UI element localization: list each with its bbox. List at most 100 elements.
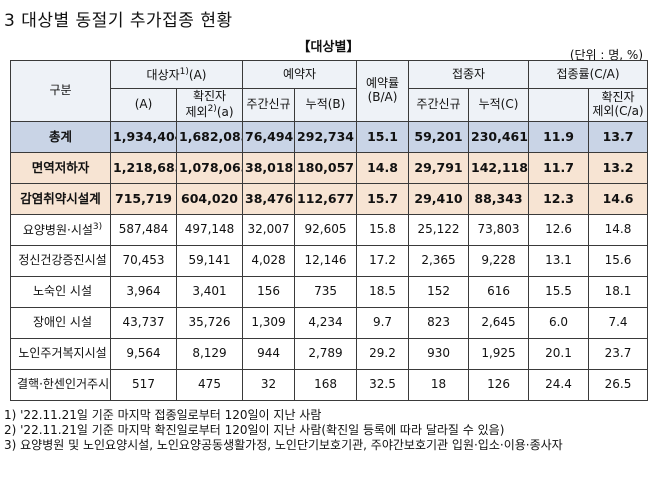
cell-rate: 12.6 [528, 214, 590, 246]
cell-a: 517 [110, 369, 177, 401]
cell-rate-excl: 14.8 [588, 214, 649, 246]
row-label: 정신건강증진시설 [10, 245, 111, 277]
cell-excl: 8,129 [175, 338, 244, 370]
row-label: 장애인 시설 [10, 307, 111, 339]
cell-res-new: 38,018 [242, 152, 296, 184]
cell-res-new: 4,028 [242, 245, 296, 277]
table-row: 감염취약시설계 715,719 604,020 38,476 112,677 15.7 29… [10, 183, 649, 215]
cell-res-cum: 735 [294, 276, 358, 308]
cell-res-rate: 15.8 [356, 214, 410, 246]
page-title: 3 대상별 동절기 추가접종 현황 [4, 11, 233, 31]
cell-rate: 6.0 [528, 307, 590, 339]
cell-rate-excl: 18.1 [588, 276, 649, 308]
cell-excl: 604,020 [175, 183, 244, 215]
cell-rate: 24.4 [528, 369, 590, 401]
cell-vac-new: 29,410 [408, 183, 470, 215]
header-target: 대상자1)(A) [109, 60, 244, 89]
cell-res-rate: 9.7 [356, 307, 410, 339]
table-row: 노숙인 시설 3,964 3,401 156 735 18.5 152 616 15.5 18.1 [10, 276, 649, 308]
header-res-new: 주간신규 [242, 88, 296, 122]
header-vac-cum: 누적(C) [468, 88, 530, 122]
cell-vac-new: 59,201 [408, 121, 470, 153]
footnotes: 1) '22.11.21일 기준 마지막 접종일로부터 120일이 지난 사람 … [4, 408, 654, 453]
cell-a: 715,719 [110, 183, 177, 215]
header-vaccinated: 접종자 [408, 60, 530, 89]
row-label: 요양병원·시설3) [10, 214, 111, 246]
cell-res-new: 32 [242, 369, 296, 401]
cell-rate-excl: 13.7 [588, 121, 649, 153]
cell-a: 1,934,404 [110, 121, 177, 153]
table-row: 노인주거복지시설 9,564 8,129 944 2,789 29.2 930 1,925 20… [10, 338, 649, 370]
cell-res-cum: 112,677 [294, 183, 358, 215]
cell-rate: 20.1 [528, 338, 590, 370]
cell-a: 9,564 [110, 338, 177, 370]
cell-res-rate: 18.5 [356, 276, 410, 308]
cell-res-rate: 29.2 [356, 338, 410, 370]
cell-res-rate: 14.8 [356, 152, 410, 184]
table-row: 면역저하자 1,218,685 1,078,065 38,018 180,057 14.8… [10, 152, 649, 184]
cell-a: 43,737 [110, 307, 177, 339]
unit-label: (단위 : 명, %) [569, 48, 643, 62]
row-label: 노인주거복지시설 [10, 338, 111, 370]
cell-vac-new: 18 [408, 369, 470, 401]
cell-excl: 59,141 [175, 245, 244, 277]
cell-excl: 35,726 [175, 307, 244, 339]
cell-excl: 1,682,085 [175, 121, 244, 153]
cell-a: 587,484 [110, 214, 177, 246]
row-label: 감염취약시설계 [10, 183, 111, 215]
cell-a: 1,218,685 [110, 152, 177, 184]
vaccination-table: 구분 대상자1)(A) 예약자 예약률 (B/A) 접종자 접종률(C/A) (A… [10, 60, 649, 401]
row-label: 총계 [10, 121, 111, 153]
cell-vac-cum: 88,343 [468, 183, 530, 215]
row-label: 결핵·한센인거주시설 [10, 369, 111, 401]
cell-res-rate: 32.5 [356, 369, 410, 401]
cell-vac-new: 2,365 [408, 245, 470, 277]
cell-rate: 11.7 [528, 152, 590, 184]
cell-rate-excl: 23.7 [588, 338, 649, 370]
cell-vac-cum: 9,228 [468, 245, 530, 277]
cell-res-rate: 17.2 [356, 245, 410, 277]
cell-res-cum: 4,234 [294, 307, 358, 339]
cell-excl: 3,401 [175, 276, 244, 308]
cell-rate-excl: 15.6 [588, 245, 649, 277]
cell-rate: 11.9 [528, 121, 590, 153]
cell-vac-new: 823 [408, 307, 470, 339]
cell-vac-new: 25,122 [408, 214, 470, 246]
row-label: 노숙인 시설 [10, 276, 111, 308]
cell-vac-new: 29,791 [408, 152, 470, 184]
cell-vac-cum: 73,803 [468, 214, 530, 246]
cell-vac-cum: 126 [468, 369, 530, 401]
cell-rate-excl: 26.5 [588, 369, 649, 401]
cell-excl: 1,078,065 [175, 152, 244, 184]
cell-res-cum: 2,789 [294, 338, 358, 370]
cell-vac-cum: 2,645 [468, 307, 530, 339]
cell-vac-new: 930 [408, 338, 470, 370]
cell-a: 3,964 [110, 276, 177, 308]
cell-excl: 497,148 [175, 214, 244, 246]
table-row: 장애인 시설 43,737 35,726 1,309 4,234 9.7 823 2,645 6… [10, 307, 649, 339]
header-vacc-rate: 접종률(C/A) [528, 60, 649, 89]
header-target-a: (A) [110, 88, 177, 122]
cell-rate-excl: 14.6 [588, 183, 649, 215]
cell-res-new: 38,476 [242, 183, 296, 215]
footnote: 2) '22.11.21일 기준 마지막 확진일로부터 120일이 지난 사람(… [4, 423, 505, 437]
cell-rate: 12.3 [528, 183, 590, 215]
cell-vac-cum: 230,461 [468, 121, 530, 153]
cell-res-cum: 12,146 [294, 245, 358, 277]
cell-rate: 13.1 [528, 245, 590, 277]
table-row: 결핵·한센인거주시설 517 475 32 168 32.5 18 126 24.4 26.5 [10, 369, 649, 401]
cell-res-new: 1,309 [242, 307, 296, 339]
section-label: 【대상별】 [297, 40, 360, 55]
cell-rate-excl: 13.2 [588, 152, 649, 184]
header-rate [528, 88, 590, 122]
cell-rate-excl: 7.4 [588, 307, 649, 339]
header-category: 구분 [10, 60, 111, 122]
cell-rate: 15.5 [528, 276, 590, 308]
cell-res-new: 32,007 [242, 214, 296, 246]
table-row: 총계 1,934,404 1,682,085 76,494 292,734 15.1 59,… [10, 121, 649, 153]
cell-a: 70,453 [110, 245, 177, 277]
header-excl-a: 확진자 제외2)(a) [175, 88, 244, 122]
cell-res-new: 944 [242, 338, 296, 370]
cell-vac-cum: 142,118 [468, 152, 530, 184]
header-excl-ca: 확진자 제외(C/a) [588, 88, 649, 122]
